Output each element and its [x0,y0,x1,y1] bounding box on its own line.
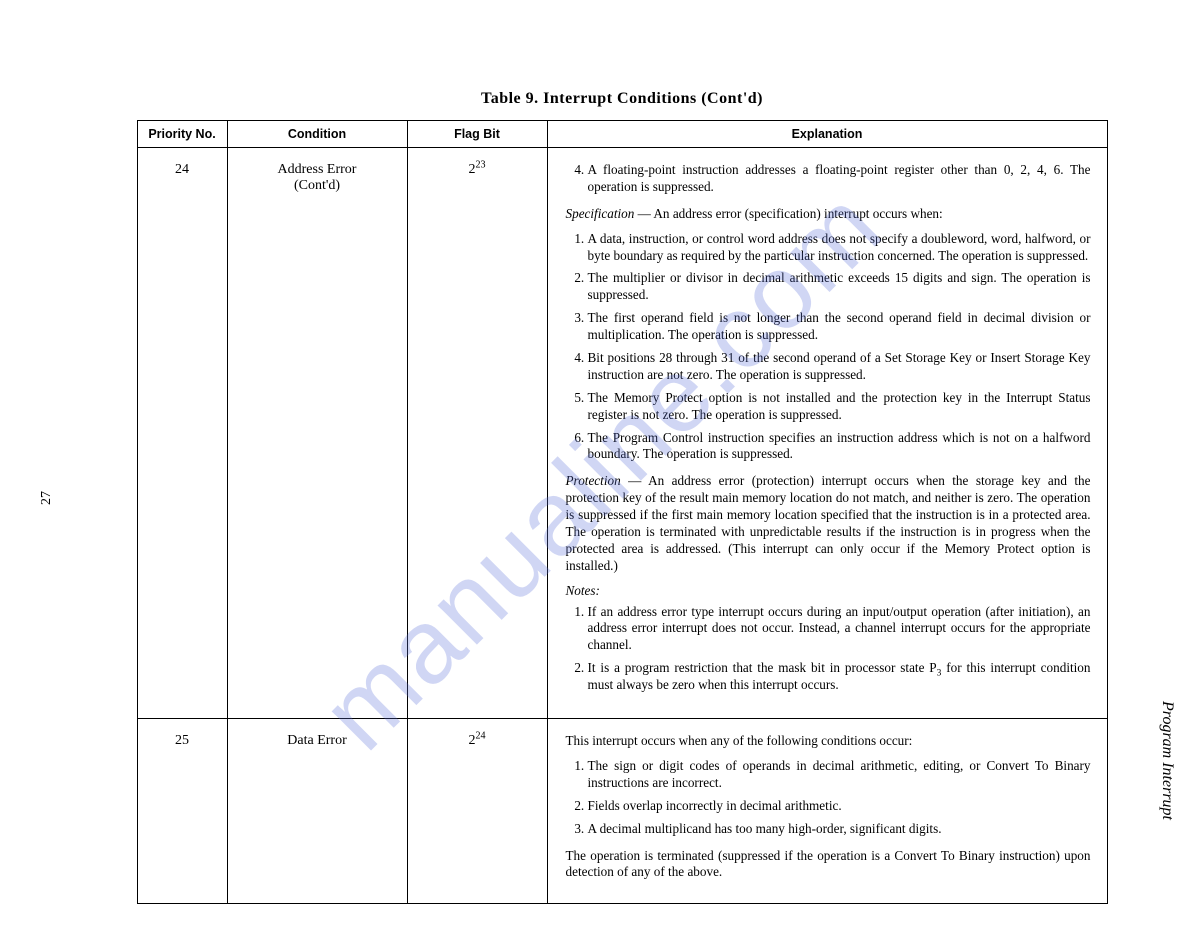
list-item: The Program Control instruction specifie… [588,430,1091,464]
list-item: If an address error type interrupt occur… [588,604,1091,655]
document-page: manualine.com 27 Program Interrupt Table… [0,0,1204,939]
list-item: The Memory Protect option is not install… [588,390,1091,424]
flag-exp: 23 [475,159,485,170]
table-header-row: Priority No. Condition Flag Bit Explanat… [137,121,1107,148]
spec-list: A data, instruction, or control word add… [566,231,1091,464]
list-item: The multiplier or divisor in decimal ari… [588,270,1091,304]
interrupt-conditions-table: Priority No. Condition Flag Bit Explanat… [137,120,1108,904]
note2-part-a: It is a program restriction that the mas… [588,660,937,675]
prot-body: — An address error (protection) interrup… [566,473,1091,572]
list-item: The sign or digit codes of operands in d… [588,758,1091,792]
cell-priority: 25 [137,719,227,904]
list-item: Fields overlap incorrectly in decimal ar… [588,798,1091,815]
continued-list: A floating-point instruction addresses a… [566,162,1091,196]
row25-trailer: The operation is terminated (suppressed … [566,848,1091,882]
cell-explanation: This interrupt occurs when any of the fo… [547,719,1107,904]
list-item: A data, instruction, or control word add… [588,231,1091,265]
list-item: Bit positions 28 through 31 of the secon… [588,350,1091,384]
col-priority: Priority No. [137,121,227,148]
col-flag-bit: Flag Bit [407,121,547,148]
condition-text: Address Error [278,162,357,177]
cell-flag-bit: 223 [407,148,547,719]
prot-head: Protection [566,473,621,488]
notes-heading: Notes: [566,583,1091,600]
condition-cont: (Cont'd) [294,178,340,193]
cell-flag-bit: 224 [407,719,547,904]
row25-intro: This interrupt occurs when any of the fo… [566,733,1091,750]
specification-intro: Specification — An address error (specif… [566,206,1091,223]
col-explanation: Explanation [547,121,1107,148]
page-number-left: 27 [39,491,55,505]
protection-para: Protection — An address error (protectio… [566,473,1091,574]
col-condition: Condition [227,121,407,148]
condition-text: Data Error [287,733,346,748]
table-row: 24 Address Error (Cont'd) 223 A floating… [137,148,1107,719]
list-item: A floating-point instruction addresses a… [588,162,1091,196]
spec-head: Specification [566,206,635,221]
side-section-label: Program Interrupt [1158,701,1176,820]
table-row: 25 Data Error 224 This interrupt occurs … [137,719,1107,904]
list-item: It is a program restriction that the mas… [588,660,1091,694]
cell-priority: 24 [137,148,227,719]
flag-exp: 24 [475,730,485,741]
row25-list: The sign or digit codes of operands in d… [566,758,1091,838]
notes-list: If an address error type interrupt occur… [566,604,1091,694]
spec-intro-text: — An address error (specification) inter… [634,206,942,221]
table-title: Table 9. Interrupt Conditions (Cont'd) [100,90,1144,108]
list-item: The first operand field is not longer th… [588,310,1091,344]
list-item: A decimal multiplicand has too many high… [588,821,1091,838]
cell-condition: Data Error [227,719,407,904]
cell-condition: Address Error (Cont'd) [227,148,407,719]
cell-explanation: A floating-point instruction addresses a… [547,148,1107,719]
